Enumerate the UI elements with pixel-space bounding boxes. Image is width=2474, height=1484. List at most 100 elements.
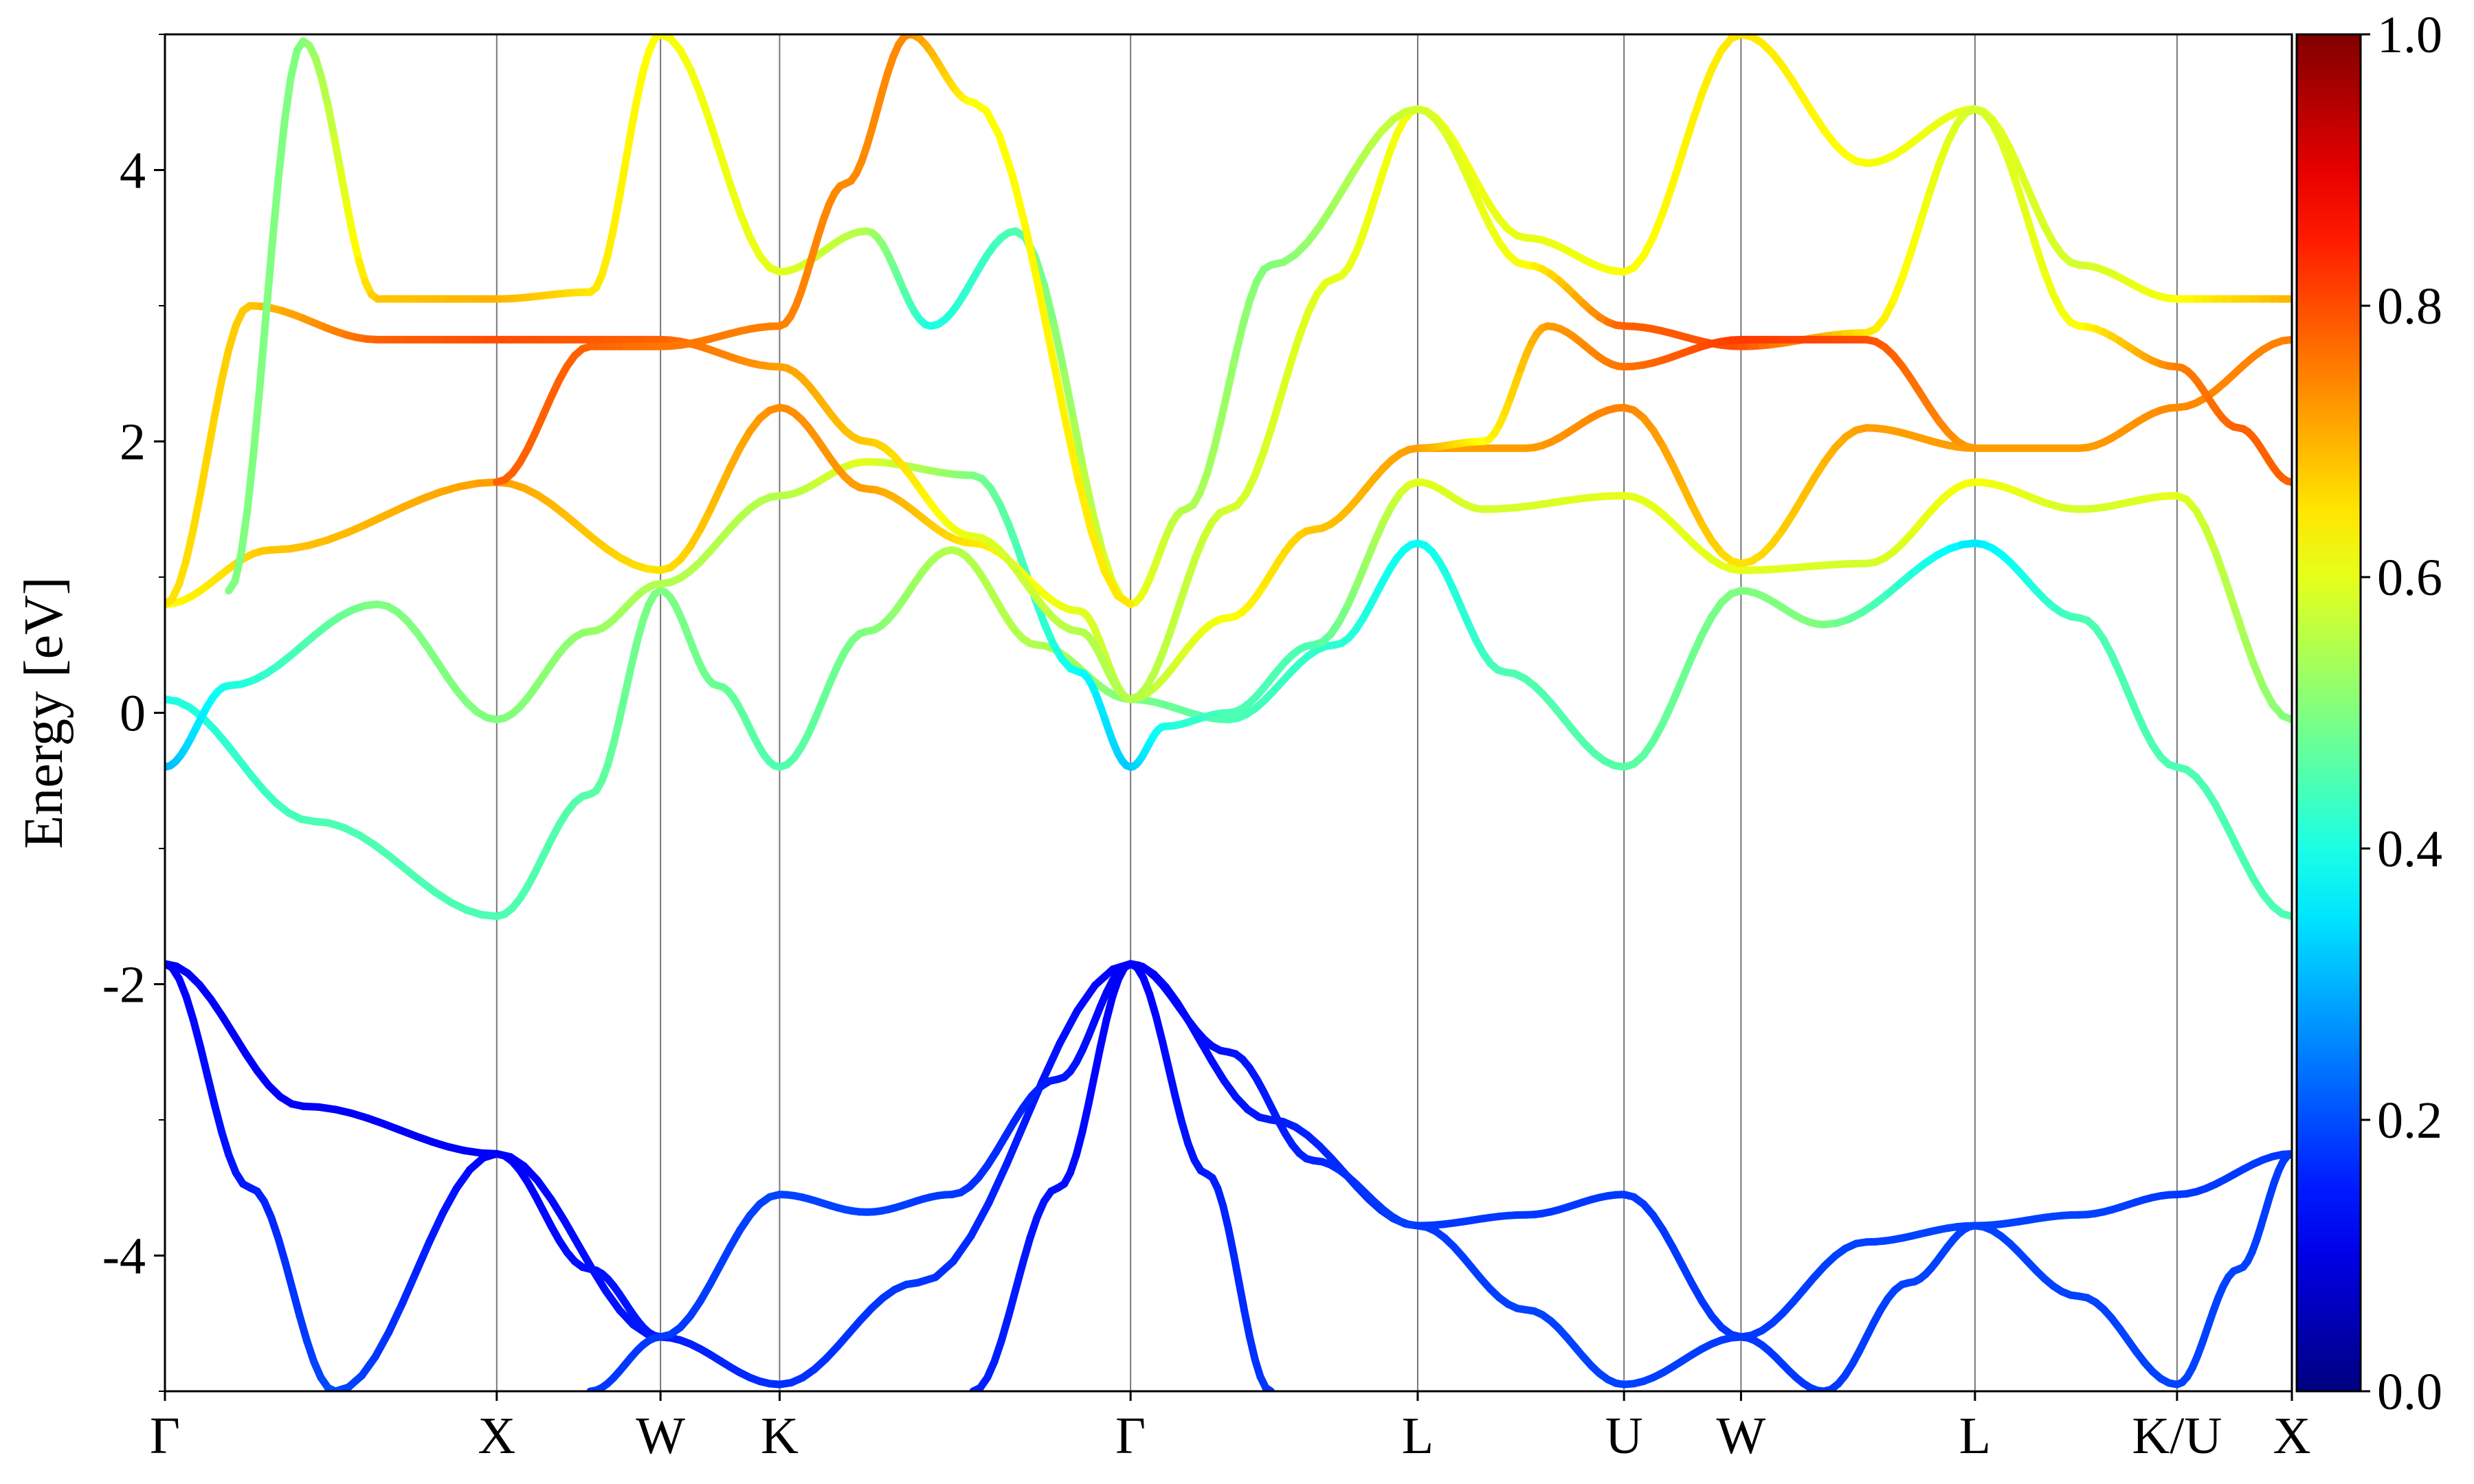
band-segment (1146, 991, 1160, 1020)
band-10 (225, 34, 2292, 608)
band-segment (1328, 183, 1348, 212)
band-segment (1649, 208, 1667, 241)
band-segment (1908, 217, 1925, 254)
band-segment (1235, 1279, 1249, 1315)
colorbar-tick-label: 0.0 (2377, 1363, 2442, 1421)
band-segment (281, 1259, 297, 1294)
band-segment (2023, 214, 2040, 250)
band-segment (547, 1195, 569, 1226)
band-segment (2221, 574, 2238, 611)
band-segment (706, 485, 724, 514)
band-segment (203, 1072, 219, 1109)
band-segment (1100, 567, 1122, 600)
band-segment (2240, 633, 2258, 668)
band-segment (1073, 981, 1100, 1015)
colorbar-tick-label: 0.6 (2377, 549, 2442, 607)
band-11 (493, 34, 1135, 608)
band-segment (1078, 462, 1096, 515)
x-tick-label: L (1402, 1407, 1434, 1465)
band-segment (610, 715, 624, 747)
band-segment (330, 133, 344, 174)
band-segment (1269, 390, 1286, 428)
band-segment (1061, 414, 1082, 483)
band-segment (949, 1232, 975, 1266)
band-segment (1926, 161, 1943, 196)
colorbar: 0.0 0.2 0.4 0.6 0.8 1.0 (2295, 6, 2442, 1421)
band-segment (726, 180, 744, 216)
band-segment (967, 1199, 993, 1240)
band-segment (2249, 660, 2267, 691)
band-segment (1050, 320, 1068, 374)
band-segment (1240, 1307, 1253, 1341)
band-segment (189, 1015, 205, 1051)
band-segment (1962, 442, 1979, 452)
band-segment (231, 550, 245, 585)
band-segment (2278, 910, 2292, 921)
band-segment (1232, 322, 1247, 359)
band-segment (1060, 366, 1078, 422)
band-segment (1659, 180, 1677, 216)
x-axis: Γ X W K Γ L U W L K/U X (150, 1391, 2310, 1465)
band-segment (1048, 349, 1069, 423)
band-segment (2040, 268, 2058, 298)
band-0 (165, 960, 2292, 1389)
band-1 (165, 960, 783, 1391)
band-12 (1414, 322, 1979, 452)
band-segment (1688, 89, 1706, 126)
band-segment (225, 322, 240, 354)
band-segment (324, 102, 338, 141)
band-segment (1295, 308, 1313, 340)
x-tick-label: K (761, 1407, 799, 1465)
band-segment (2202, 524, 2220, 556)
x-tick-label: Γ (1115, 1407, 1146, 1465)
band-segment (1084, 1072, 1099, 1109)
band-segment (1361, 539, 1379, 567)
band-segment (1014, 544, 1030, 578)
band-segment (997, 1312, 1013, 1345)
band-segment (1091, 965, 1117, 989)
band-segment (1688, 631, 1706, 660)
band-segment (1698, 65, 1716, 98)
band-segment (1012, 1259, 1027, 1294)
band-segment (317, 75, 332, 110)
band-segment (342, 199, 357, 238)
x-tick-label: Γ (150, 1407, 180, 1465)
kpoint-gridlines (495, 34, 2178, 1391)
band-segment (2278, 712, 2292, 723)
band-segment (1678, 118, 1696, 157)
band-segment (197, 1043, 212, 1080)
band-segment (274, 1235, 289, 1268)
band-segment (399, 1268, 420, 1307)
band-segment (218, 346, 233, 385)
band-segment (296, 1312, 311, 1345)
band-segment (336, 166, 350, 207)
band-segment (1210, 415, 1225, 452)
band-segment (1088, 507, 1106, 554)
band-segment (243, 449, 258, 515)
band-segment (1372, 168, 1388, 198)
colorbar-tick-label: 1.0 (2377, 6, 2442, 64)
band-segment (274, 117, 289, 183)
band-segment (616, 688, 629, 723)
band-segment (1175, 576, 1192, 608)
band-segment (1225, 351, 1240, 391)
band-segment (1069, 414, 1086, 470)
band-segment (1038, 1039, 1064, 1086)
band-segment (982, 106, 1003, 140)
band-segment (1286, 332, 1304, 368)
band-segment (1366, 190, 1381, 220)
band-segment (616, 159, 629, 201)
band-segment (1005, 520, 1022, 552)
band-segment (1078, 1101, 1093, 1136)
band-segment (1340, 163, 1361, 191)
band-segment (452, 1166, 474, 1193)
band-segment (575, 1241, 597, 1273)
band-segment (249, 383, 264, 458)
band-segment (1021, 223, 1043, 293)
band-9 (165, 34, 2292, 704)
band-segment (197, 451, 212, 497)
band-segment (268, 175, 282, 249)
band-segment (1003, 1119, 1028, 1169)
y-tick-label: -2 (102, 956, 146, 1014)
